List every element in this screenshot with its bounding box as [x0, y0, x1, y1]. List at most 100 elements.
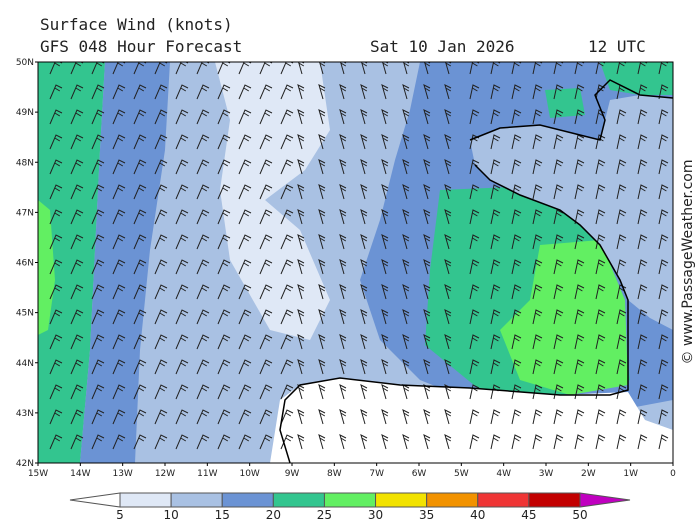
wind-barb	[360, 384, 368, 400]
wind-barb	[259, 359, 273, 375]
wind-barb	[553, 62, 564, 75]
wind-barb	[658, 134, 669, 150]
wind-barb	[297, 434, 305, 450]
wind-barb	[175, 434, 189, 450]
wind-barb	[360, 134, 368, 150]
wind-barb	[175, 409, 189, 425]
wind-barb	[469, 259, 480, 275]
wind-barb	[423, 309, 431, 325]
wind-barb	[616, 409, 627, 425]
wind-barb	[469, 209, 480, 225]
wind-barb	[469, 334, 480, 350]
wind-barb	[175, 184, 189, 200]
wind-barb	[91, 409, 105, 425]
wind-barb	[339, 309, 347, 325]
wind-barb	[595, 134, 606, 150]
wind-barb	[553, 109, 564, 125]
wind-barb	[70, 409, 84, 425]
wind-barb	[196, 359, 210, 375]
wind-barb	[112, 62, 126, 75]
wind-barb	[511, 159, 522, 175]
wind-barb	[238, 62, 252, 75]
wind-barb	[490, 62, 501, 75]
colorbar-segment	[221, 492, 274, 508]
wind-barb	[154, 334, 168, 350]
wind-barb	[217, 62, 231, 75]
wind-barb	[259, 109, 273, 125]
wind-barb	[217, 284, 231, 300]
wind-barb	[360, 84, 368, 100]
wind-barb	[553, 234, 564, 250]
lon-label: 12W	[155, 469, 175, 479]
wind-barb	[511, 184, 522, 200]
land-spain	[270, 378, 673, 463]
wind-barb	[217, 359, 231, 375]
wind-barb	[280, 159, 294, 175]
wind-barb	[511, 234, 522, 250]
wind-barb	[532, 234, 543, 250]
wind-barb	[280, 409, 294, 425]
wind-barb	[532, 334, 543, 350]
wind-barb	[91, 184, 105, 200]
wind-barb	[444, 409, 452, 425]
wind-barb	[318, 84, 326, 100]
wind-barb	[444, 259, 452, 275]
wind-barb	[259, 184, 273, 200]
wind-barb	[490, 259, 501, 275]
wind-barb	[217, 134, 231, 150]
wind-barb	[339, 384, 347, 400]
wind-barb	[595, 434, 606, 450]
wind-barb	[402, 209, 410, 225]
wind-barb	[175, 359, 189, 375]
wind-barb	[175, 134, 189, 150]
wind-barb	[297, 259, 305, 275]
lon-label: 6W	[412, 469, 427, 479]
wind-barb	[70, 259, 84, 275]
colorbar-segment	[426, 492, 479, 508]
wind-barb	[532, 384, 543, 400]
wind-barb	[280, 184, 294, 200]
wind-barb	[259, 309, 273, 325]
wind-barb	[360, 309, 368, 325]
wind-barb	[423, 134, 431, 150]
wind-barb	[238, 234, 252, 250]
wind-barb	[133, 409, 147, 425]
wind-barb	[445, 62, 452, 75]
wind-barb	[154, 309, 168, 325]
wind-barb	[532, 109, 543, 125]
wind-barb	[238, 259, 252, 275]
wind-barb	[49, 434, 63, 450]
wind-barb	[469, 62, 480, 75]
colorbar-label: 35	[419, 508, 434, 522]
wind-barb	[360, 109, 368, 125]
wind-barb	[280, 334, 294, 350]
wind-barb	[112, 434, 126, 450]
wind-barb	[196, 109, 210, 125]
wind-barb	[574, 84, 585, 100]
wind-barb	[616, 109, 627, 125]
wind-barb	[133, 384, 147, 400]
wind-barb	[490, 84, 501, 100]
wind-barb	[318, 359, 326, 375]
wind-barb	[490, 409, 501, 425]
wind-barb	[511, 284, 522, 300]
wind-barb	[553, 84, 564, 100]
wind-barb	[297, 109, 305, 125]
wind-barb	[196, 409, 210, 425]
wind-barb	[360, 409, 368, 425]
wind-barb	[49, 359, 63, 375]
wind-barb	[217, 309, 231, 325]
wind-barb	[91, 234, 105, 250]
wind-barb	[532, 209, 543, 225]
wind-barb	[91, 134, 105, 150]
wind-barb	[444, 134, 452, 150]
wind-barb	[238, 134, 252, 150]
lat-label: 43N	[16, 409, 34, 419]
wind-barb	[49, 384, 63, 400]
wind-barb	[469, 409, 480, 425]
wind-barb	[595, 259, 606, 275]
wind-barb	[259, 234, 273, 250]
wind-barb	[381, 159, 389, 175]
wind-barb	[658, 334, 669, 350]
wind-barb	[553, 209, 564, 225]
